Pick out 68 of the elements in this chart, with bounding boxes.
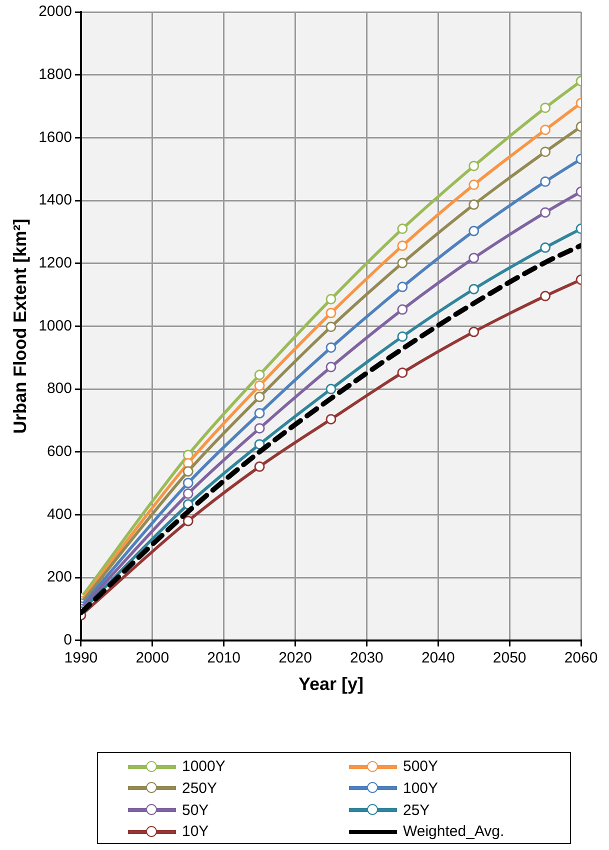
x-tick-label: 2010 <box>207 650 241 667</box>
point <box>540 124 551 136</box>
legend-label: 50Y <box>182 802 209 818</box>
point <box>254 380 265 391</box>
point <box>540 102 551 114</box>
point <box>182 488 194 499</box>
y-tick-label: 1800 <box>38 66 72 83</box>
y-tick-label: 0 <box>64 632 72 649</box>
point <box>468 160 480 172</box>
point <box>397 258 408 268</box>
point <box>254 423 265 434</box>
legend-label: 500Y <box>403 758 438 775</box>
point <box>397 331 408 342</box>
point <box>468 180 480 190</box>
point <box>326 384 336 394</box>
point <box>540 290 551 302</box>
point <box>254 392 265 402</box>
y-tick-label: 200 <box>46 568 72 586</box>
point <box>326 322 336 332</box>
point <box>326 308 336 318</box>
point <box>397 304 408 315</box>
point <box>468 199 480 210</box>
point <box>182 478 194 488</box>
point <box>326 342 336 353</box>
point <box>540 176 551 187</box>
x-tick-label: 2000 <box>136 650 170 667</box>
y-axis-title: Urban Flood Extent [km²] <box>10 218 30 434</box>
legend-label: 250Y <box>182 780 218 797</box>
point <box>540 207 551 218</box>
point <box>397 367 408 378</box>
x-tick-label: 2020 <box>278 650 312 667</box>
y-tick-label: 1600 <box>38 128 72 146</box>
point <box>254 408 265 418</box>
y-tick-label: 400 <box>46 506 72 523</box>
point <box>468 226 480 236</box>
point <box>182 516 194 526</box>
point <box>254 370 265 380</box>
x-axis-title: Year [y] <box>298 674 364 694</box>
x-tick-label: 2040 <box>421 650 455 667</box>
point <box>540 242 551 253</box>
point <box>468 284 480 294</box>
y-tick-label: 600 <box>46 443 72 460</box>
y-tick-label: 1200 <box>38 254 72 272</box>
legend-label: 1000Y <box>182 758 226 775</box>
legend-label: Weighted_Avg. <box>403 823 504 840</box>
x-tick-label: 2050 <box>492 650 526 667</box>
y-tick-label: 1000 <box>38 317 72 334</box>
point <box>397 282 408 292</box>
point <box>397 240 408 252</box>
point <box>326 294 336 304</box>
point <box>397 224 408 234</box>
point <box>468 252 480 264</box>
legend-label: 25Y <box>403 802 430 818</box>
point <box>254 439 265 450</box>
y-tick-label: 1400 <box>38 192 72 209</box>
x-tick-label: 1990 <box>64 650 98 667</box>
y-tick-label: 2000 <box>38 3 72 20</box>
point <box>326 414 336 424</box>
legend-label: 100Y <box>403 780 438 797</box>
point <box>182 466 194 477</box>
legend-label: 10Y <box>182 823 209 840</box>
x-tick-label: 2030 <box>350 650 384 667</box>
point <box>468 326 480 338</box>
y-tick-label: 800 <box>46 380 72 398</box>
point <box>254 461 265 472</box>
point <box>540 146 551 158</box>
point <box>326 362 336 372</box>
x-tick-label: 2060 <box>564 650 598 667</box>
